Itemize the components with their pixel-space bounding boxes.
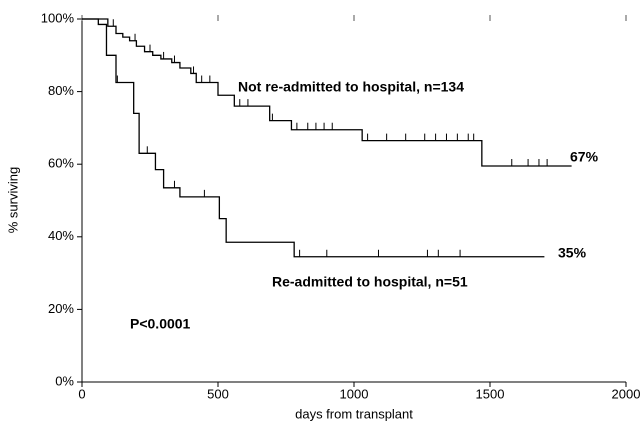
- annotation: 35%: [558, 245, 587, 261]
- x-tick-label: 1500: [476, 386, 505, 401]
- annotation: Re-admitted to hospital, n=51: [272, 274, 468, 290]
- y-axis-label: % surviving: [5, 167, 20, 233]
- survival-curve: [82, 18, 572, 167]
- survival-curve: [82, 18, 545, 258]
- annotation: Not re-admitted to hospital, n=134: [238, 79, 464, 95]
- x-tick-label: 2000: [612, 386, 641, 401]
- annotation: P<0.0001: [130, 316, 191, 332]
- annotation: 67%: [570, 149, 599, 165]
- y-tick-label: 60%: [48, 156, 74, 171]
- x-tick-label: 1000: [340, 386, 369, 401]
- y-tick-label: 40%: [48, 228, 74, 243]
- x-axis-label: days from transplant: [295, 406, 413, 421]
- x-tick-label: 500: [207, 386, 229, 401]
- y-tick-label: 20%: [48, 301, 74, 316]
- y-tick-label: 80%: [48, 83, 74, 98]
- y-tick-label: 0%: [55, 373, 74, 388]
- y-tick-label: 100%: [41, 10, 75, 25]
- x-tick-label: 0: [78, 386, 85, 401]
